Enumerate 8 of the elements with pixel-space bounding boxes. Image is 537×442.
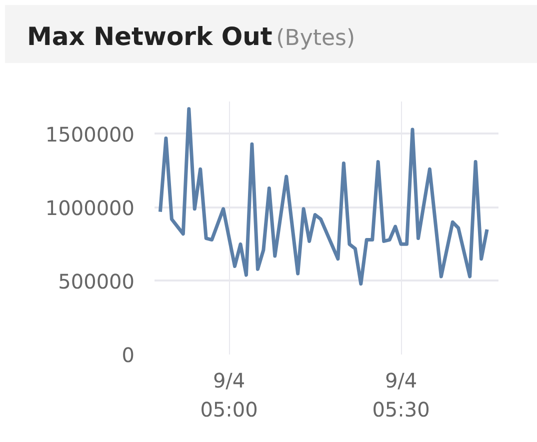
x-tick-label: 9/4 05:00 — [200, 368, 258, 422]
y-tick-label: 1500000 — [45, 122, 135, 146]
y-tick-label: 0 — [122, 343, 135, 367]
x-tick-label: 9/4 05:30 — [372, 368, 430, 422]
y-tick-label: 1000000 — [45, 196, 135, 220]
chart-subtitle: (Bytes) — [276, 26, 356, 51]
y-tick-label: 500000 — [58, 269, 135, 294]
chart-title: Max Network Out — [27, 22, 272, 51]
